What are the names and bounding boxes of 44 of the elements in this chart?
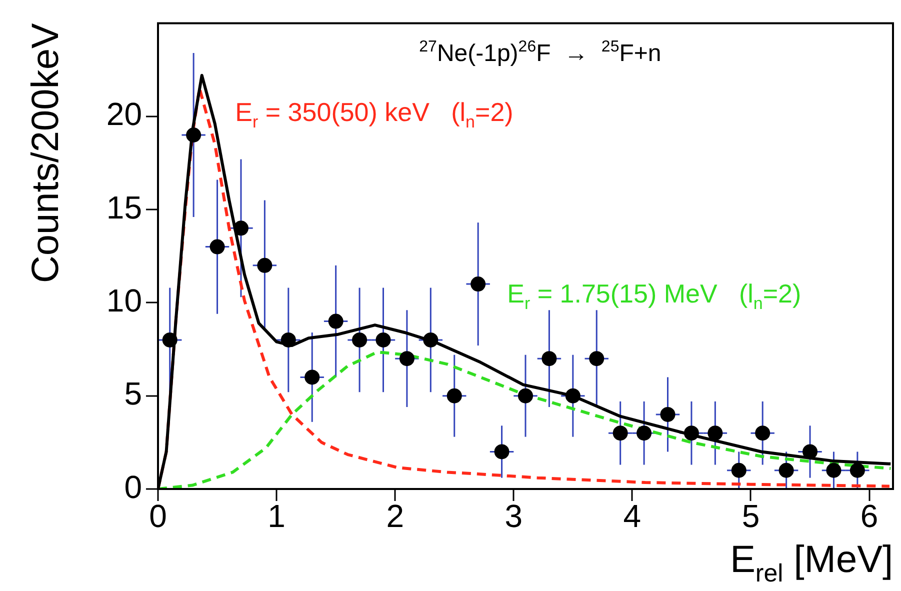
point (755, 426, 770, 441)
x-tick-label: 1 (268, 498, 286, 534)
point (636, 426, 652, 441)
point (778, 462, 794, 478)
point (280, 332, 296, 348)
point (850, 462, 865, 478)
point (518, 388, 533, 404)
point (328, 314, 344, 329)
point (612, 426, 628, 441)
point (684, 426, 699, 441)
point (210, 239, 225, 254)
point (162, 332, 178, 348)
x-tick-label: 6 (860, 498, 878, 534)
line-series (158, 350, 892, 489)
point (352, 332, 368, 348)
point (589, 351, 604, 366)
point (565, 388, 580, 404)
x-tick-label: 3 (504, 498, 523, 534)
y-tick-label: 20 (106, 96, 142, 132)
point (802, 444, 818, 460)
point (470, 276, 486, 292)
x-tick-label: 0 (149, 498, 167, 534)
point (233, 220, 248, 236)
point (257, 258, 272, 273)
y-axis-title: Counts/200keV (25, 22, 67, 284)
y-tick-label: 0 (124, 468, 142, 505)
point (186, 127, 202, 142)
point (494, 444, 510, 460)
y-tick-label: 10 (106, 282, 142, 319)
point (399, 351, 414, 366)
point (304, 370, 320, 385)
point (376, 332, 391, 348)
x-tick-label: 2 (386, 498, 404, 534)
point (826, 462, 842, 478)
point (542, 351, 557, 366)
y-tick-label: 15 (106, 189, 142, 226)
x-tick-label: 5 (742, 498, 760, 534)
x-tick-label: 4 (623, 498, 642, 534)
point (446, 388, 462, 404)
point (708, 426, 723, 441)
point (660, 406, 676, 422)
y-tick-label: 5 (124, 376, 142, 412)
point (731, 462, 746, 478)
point (423, 332, 438, 348)
